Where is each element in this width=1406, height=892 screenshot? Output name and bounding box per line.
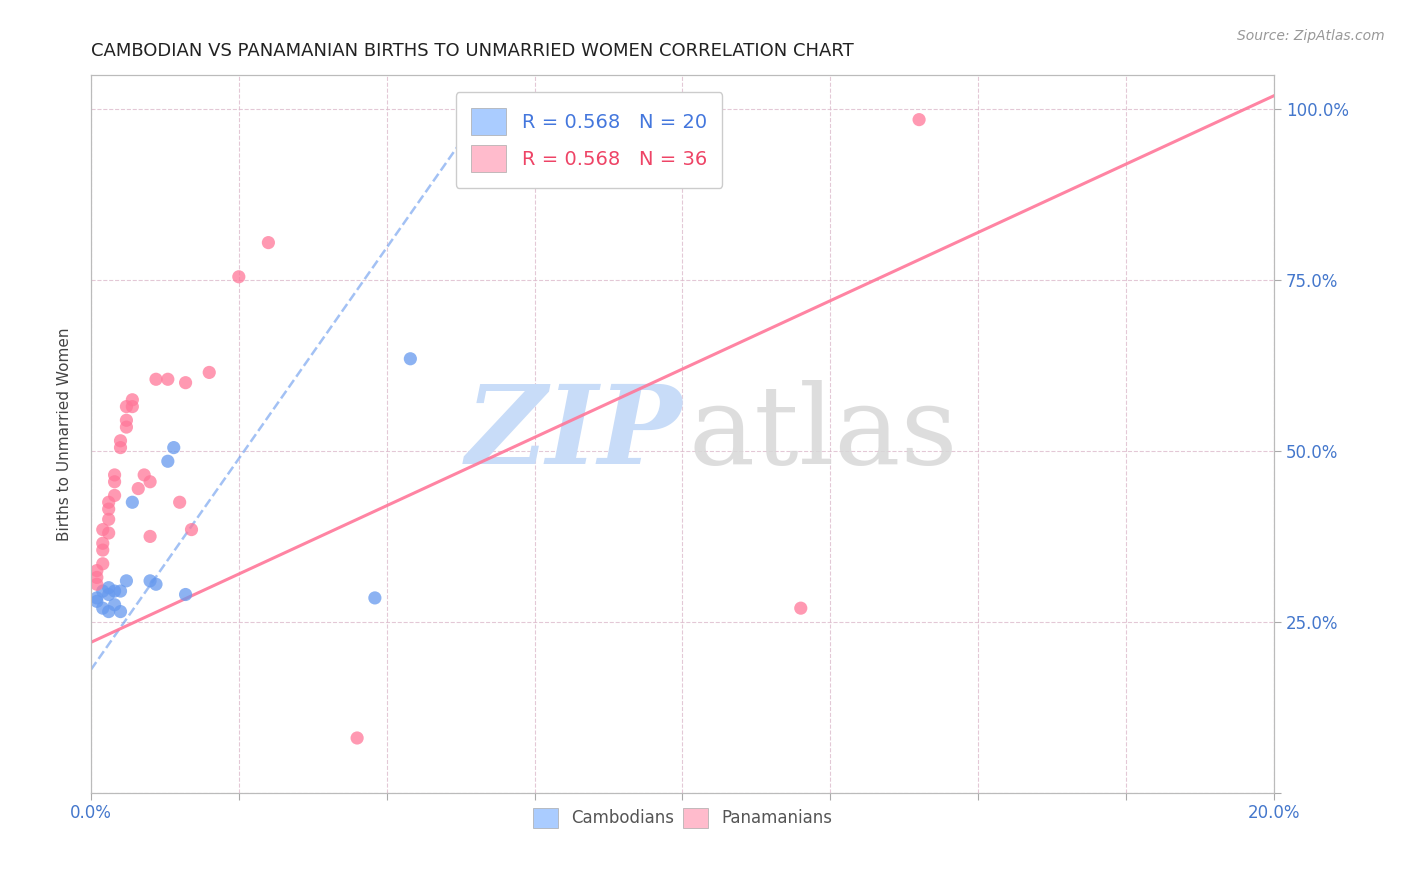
Point [121, 392, 143, 407]
Point [104, 467, 127, 482]
Point [91, 584, 114, 599]
Point [115, 574, 138, 588]
Point [86, 591, 108, 605]
Point [97, 495, 120, 509]
Point [257, 235, 280, 250]
Point [110, 584, 132, 599]
Point [121, 400, 143, 414]
Point [104, 584, 127, 599]
Point [110, 434, 132, 448]
Point [346, 731, 368, 745]
Point [115, 413, 138, 427]
Text: CAMBODIAN VS PANAMANIAN BIRTHS TO UNMARRIED WOMEN CORRELATION CHART: CAMBODIAN VS PANAMANIAN BIRTHS TO UNMARR… [91, 42, 853, 60]
Point [110, 441, 132, 455]
Point [91, 536, 114, 550]
Point [110, 605, 132, 619]
Point [139, 475, 162, 489]
Point [104, 488, 127, 502]
Point [198, 366, 221, 380]
Text: Source: ZipAtlas.com: Source: ZipAtlas.com [1237, 29, 1385, 43]
Point [399, 351, 422, 366]
Point [97, 587, 120, 601]
Point [121, 495, 143, 509]
Point [228, 269, 250, 284]
Point [174, 587, 197, 601]
Text: atlas: atlas [689, 380, 957, 487]
Point [908, 112, 931, 127]
Point [104, 598, 127, 612]
Point [86, 570, 108, 584]
Point [134, 467, 156, 482]
Point [91, 543, 114, 558]
Point [91, 523, 114, 537]
Point [86, 564, 108, 578]
Point [163, 441, 186, 455]
Point [127, 482, 149, 496]
Text: ZIP: ZIP [465, 380, 682, 488]
Point [180, 523, 202, 537]
Point [97, 502, 120, 516]
Point [169, 495, 191, 509]
Y-axis label: Births to Unmarried Women: Births to Unmarried Women [58, 327, 72, 541]
Point [115, 400, 138, 414]
Point [145, 577, 167, 591]
Point [145, 372, 167, 386]
Point [86, 577, 108, 591]
Point [156, 454, 179, 468]
Point [139, 529, 162, 543]
Point [97, 512, 120, 526]
Point [104, 475, 127, 489]
Legend: Cambodians, Panamanians: Cambodians, Panamanians [526, 801, 838, 835]
Point [139, 574, 162, 588]
Point [790, 601, 813, 615]
Point [174, 376, 197, 390]
Point [156, 372, 179, 386]
Point [364, 591, 387, 605]
Point [91, 601, 114, 615]
Point [97, 605, 120, 619]
Point [97, 581, 120, 595]
Point [115, 420, 138, 434]
Point [91, 557, 114, 571]
Point [86, 594, 108, 608]
Point [97, 526, 120, 541]
